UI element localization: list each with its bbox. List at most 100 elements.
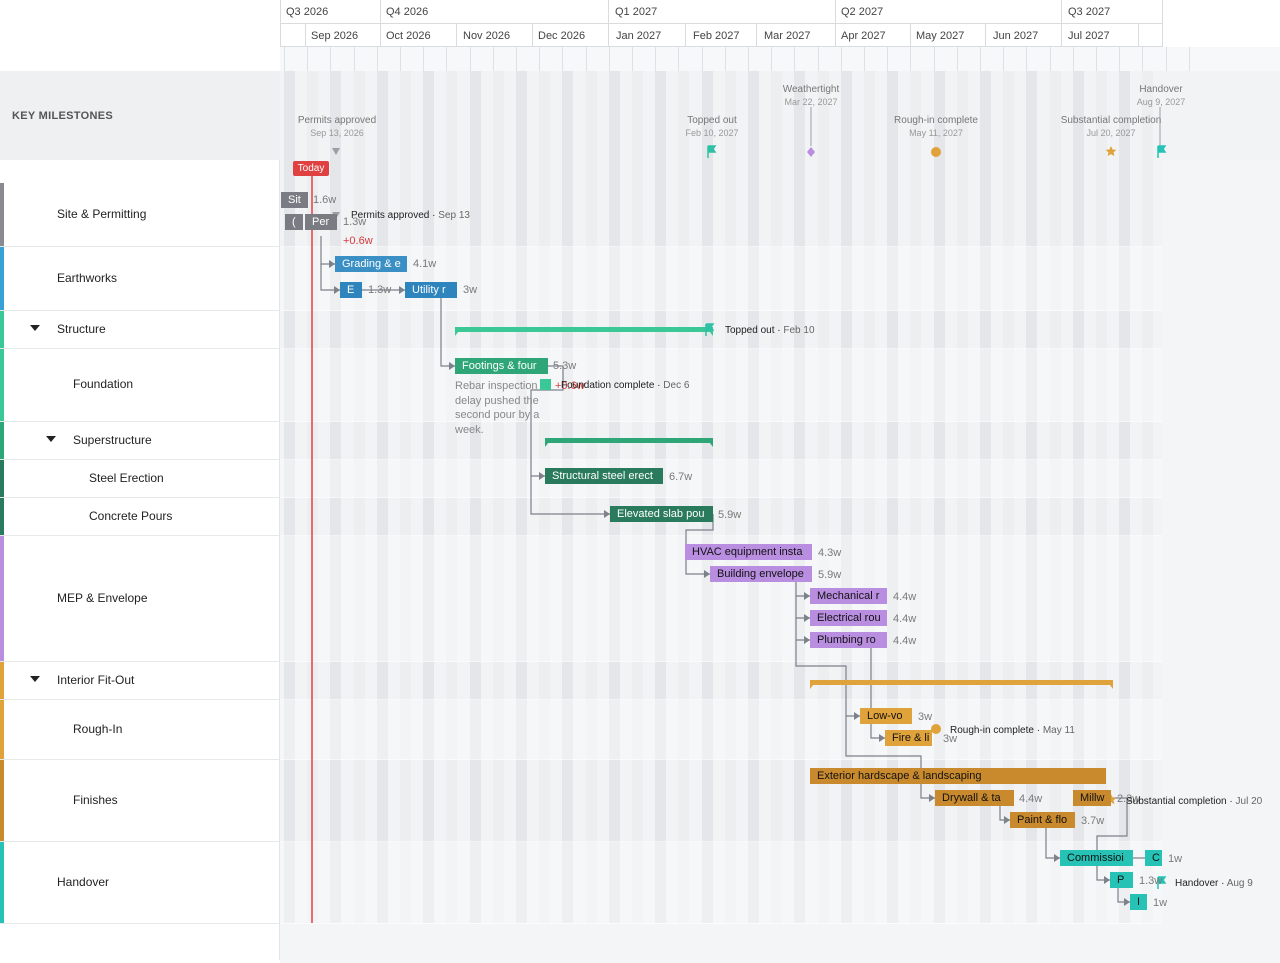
week-tick [1003, 47, 1005, 71]
sidebar-row[interactable]: Handover [0, 842, 279, 924]
sidebar-row[interactable]: Steel Erection [0, 460, 279, 498]
task-bar[interactable]: Utility r [405, 282, 457, 298]
week-tick [655, 47, 657, 71]
inline-milestone-label: Foundation complete · Dec 6 [561, 380, 690, 391]
sidebar-row[interactable]: Earthworks [0, 247, 279, 311]
week-tick [585, 47, 587, 71]
week-tick [771, 47, 773, 71]
task-bar[interactable]: Commissioi [1060, 850, 1133, 866]
month-label: Jul 2027 [1068, 30, 1110, 42]
week-tick [956, 47, 958, 71]
task-bar[interactable]: Exterior hardscape & landscaping [810, 768, 1106, 784]
task-duration: 1w [1153, 897, 1168, 909]
task-duration: 3w [463, 284, 478, 296]
week-tick [539, 47, 541, 71]
task-bar[interactable]: C [1145, 850, 1162, 866]
milestone-date: Sep 13 [438, 210, 470, 221]
task-bar[interactable]: E [340, 282, 362, 298]
topped-out-flag-icon [707, 145, 717, 158]
collapse-caret-icon[interactable] [30, 324, 40, 331]
task-bar[interactable]: Millw [1073, 790, 1111, 806]
milestone-name: Foundation complete [561, 380, 655, 391]
row-color-stripe [0, 422, 4, 459]
task-bar[interactable]: Structural steel erect [545, 468, 663, 484]
task-bar[interactable]: P [1110, 872, 1133, 888]
task-duration: 5.3w [553, 360, 577, 372]
row-color-stripe [0, 700, 4, 759]
task-bar[interactable]: Sit [281, 192, 308, 208]
summary-bar [810, 680, 1113, 685]
rough-in-complete-dot-icon [931, 147, 941, 157]
week-tick [887, 47, 889, 71]
task-bar[interactable]: Grading & e [335, 256, 407, 272]
summary-bar-cap [545, 438, 552, 447]
summary-bar-cap [810, 680, 817, 689]
dependency-connector [795, 618, 810, 641]
week-tick [284, 47, 285, 71]
today-badge[interactable]: Today [293, 161, 329, 176]
sidebar-row[interactable]: Foundation [0, 349, 279, 422]
connector-arrowhead [1124, 898, 1130, 906]
sidebar-row[interactable]: Interior Fit-Out [0, 662, 279, 700]
collapse-caret-icon[interactable] [46, 435, 56, 442]
connector-arrowhead [329, 260, 335, 268]
inline-milestone-label: Permits approved · Sep 13 [351, 210, 470, 221]
delay-label: +0.6w [343, 235, 373, 247]
task-duration: 1.3w [1139, 875, 1163, 887]
task-bar[interactable]: Drywall & ta [935, 790, 1014, 806]
week-tick [748, 47, 749, 71]
month-label: May 2027 [916, 30, 965, 42]
week-tick [980, 47, 981, 71]
connector-arrowhead [399, 286, 405, 294]
task-bar[interactable]: Per [305, 214, 337, 230]
connector-arrowhead [879, 734, 885, 742]
row-color-stripe [0, 498, 4, 535]
sidebar-row[interactable]: Concrete Pours [0, 498, 279, 536]
milestone-date: Aug 9, 2027 [1136, 97, 1186, 107]
row-label: Finishes [73, 792, 118, 807]
summary-bar-cap [1106, 680, 1113, 689]
task-bar[interactable]: Plumbing ro [810, 632, 887, 648]
task-bar[interactable]: Paint & flo [1010, 812, 1075, 828]
milestone-date: Dec 6 [663, 380, 690, 391]
sidebar-row[interactable]: Superstructure [0, 422, 279, 460]
month-label: Dec 2026 [538, 30, 586, 42]
week-tick [353, 47, 355, 71]
task-bar[interactable]: ( [285, 214, 303, 230]
quarter-label: Q2 2027 [841, 6, 884, 18]
sidebar-row[interactable]: MEP & Envelope [0, 536, 279, 662]
task-bar[interactable]: Fire & li [885, 730, 932, 746]
task-bar[interactable]: I [1130, 894, 1147, 910]
task-duration: 1w [1168, 853, 1183, 865]
task-duration: 6.7w [669, 471, 693, 483]
task-bar[interactable]: Elevated slab pou [610, 506, 713, 522]
week-tick [1119, 47, 1121, 71]
summary-bar [455, 327, 713, 332]
week-tick [1096, 47, 1097, 71]
grid-row-band [280, 700, 1162, 760]
task-bar[interactable]: Building envelope [710, 566, 812, 582]
task-bar[interactable]: HVAC equipment insta [685, 544, 812, 560]
week-tick [910, 47, 912, 71]
sidebar-row[interactable]: Structure [0, 311, 279, 349]
week-tick [1026, 47, 1028, 71]
summary-bar [545, 438, 713, 443]
task-duration: 3.7w [1081, 815, 1105, 827]
collapse-caret-icon[interactable] [30, 675, 40, 682]
task-bar[interactable]: Footings & four [455, 358, 548, 374]
sidebar-row[interactable]: Site & Permitting [0, 183, 279, 247]
row-label: Site & Permitting [57, 206, 147, 221]
task-bar[interactable]: Low-vo [860, 708, 912, 724]
sidebar-row[interactable]: Rough-In [0, 700, 279, 760]
task-bar[interactable]: Electrical rou [810, 610, 887, 626]
week-tick [678, 47, 680, 71]
connector-arrowhead [704, 570, 710, 578]
task-bar[interactable]: Mechanical r [810, 588, 887, 604]
week-tick [794, 47, 796, 71]
milestone-header: Handover Aug 9, 2027 [1126, 84, 1196, 108]
month-label: Mar 2027 [764, 30, 811, 42]
dependency-connector [795, 596, 810, 619]
task-duration: 1.6w [313, 194, 337, 206]
sidebar-row[interactable]: Finishes [0, 760, 279, 842]
